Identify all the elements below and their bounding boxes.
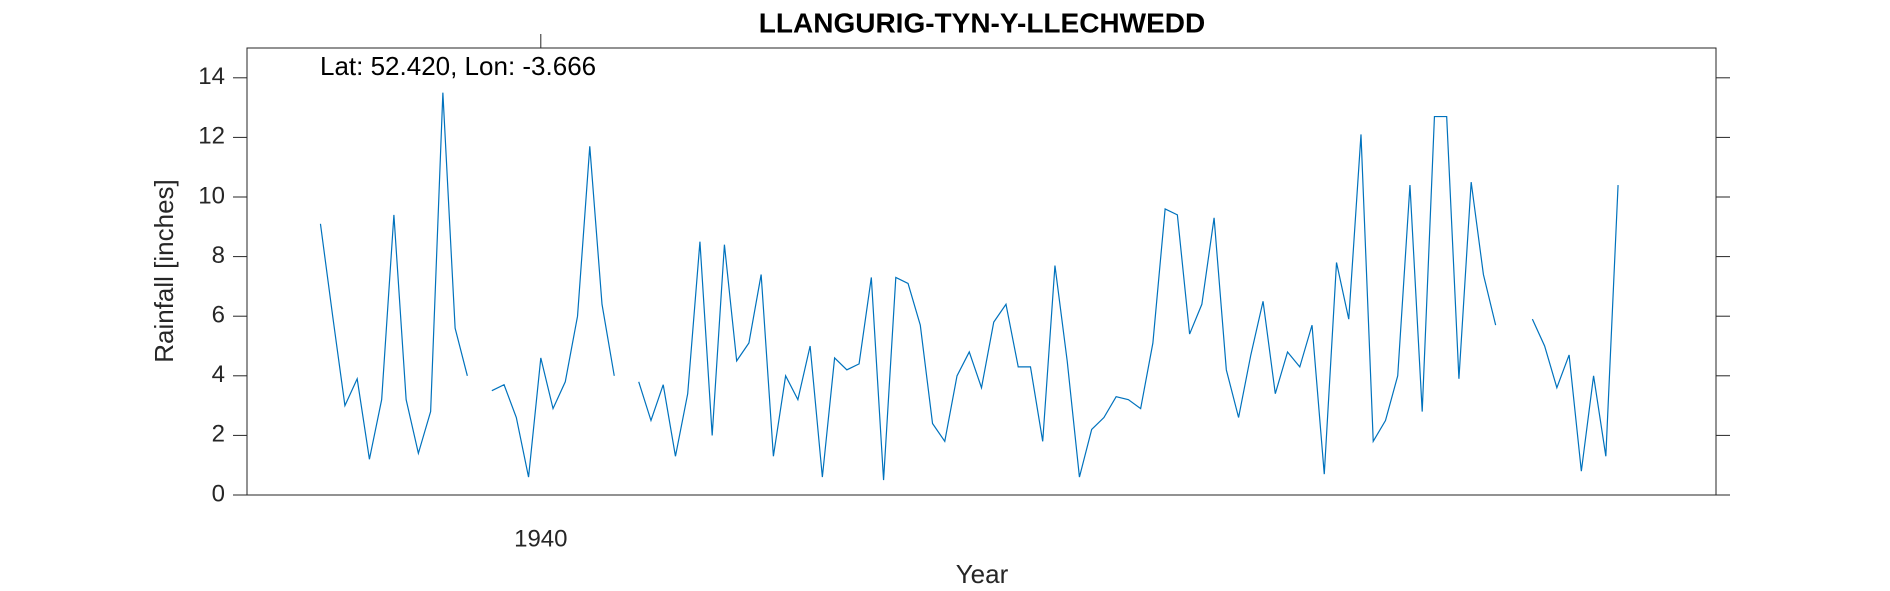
y-tick-label: 6 bbox=[212, 302, 225, 329]
chart-title: LLANGURIG-TYN-Y-LLECHWEDD bbox=[759, 7, 1205, 38]
y-tick-label: 12 bbox=[198, 123, 225, 150]
y-tick-label: 10 bbox=[198, 182, 225, 209]
data-line bbox=[319, 92, 1619, 481]
y-axis-label: Rainfall [inches] bbox=[149, 179, 179, 363]
y-tick-label: 2 bbox=[212, 421, 225, 448]
x-axis-label: Year bbox=[956, 559, 1009, 589]
x-tick-label: 1940 bbox=[514, 525, 567, 552]
y-tick-label: 8 bbox=[212, 242, 225, 269]
plot-box bbox=[246, 47, 1717, 496]
annotation: Lat: 52.420, Lon: -3.666 bbox=[320, 51, 596, 81]
y-tick-label: 14 bbox=[198, 63, 225, 90]
y-tick-label: 0 bbox=[212, 480, 225, 507]
y-tick-label: 4 bbox=[212, 361, 225, 388]
